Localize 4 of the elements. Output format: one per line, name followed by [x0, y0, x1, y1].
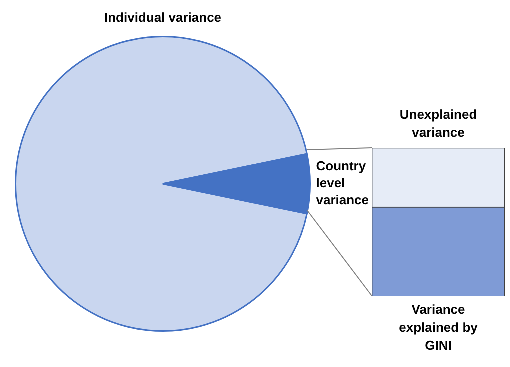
- slice-label: Individual variance: [104, 10, 222, 25]
- series-label: Unexplained variance: [400, 107, 478, 140]
- series-label: Variance explained by GINI: [399, 302, 479, 354]
- slice-label: Country level variance: [316, 158, 370, 208]
